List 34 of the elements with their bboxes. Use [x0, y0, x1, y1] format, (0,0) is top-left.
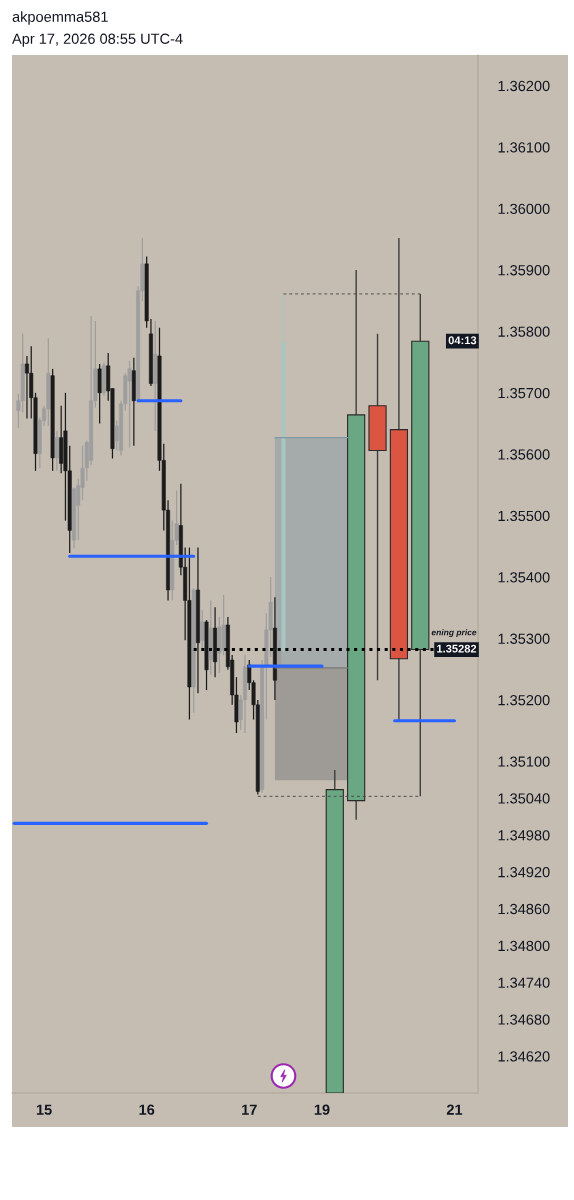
- candlestick: [97, 363, 102, 425]
- y-tick-label: 1.35800: [498, 326, 550, 337]
- y-tick-label: 1.34860: [498, 903, 550, 915]
- y-tick-label: 1.34620: [498, 1051, 550, 1062]
- candlestick: [127, 360, 132, 449]
- candlestick: [200, 609, 205, 651]
- x-tick-label: 15: [36, 1104, 52, 1115]
- y-tick-label: 1.36000: [498, 203, 550, 214]
- text: akpoemma581: [12, 11, 108, 25]
- y-tick-label: 1.35040: [498, 793, 550, 804]
- y-tick-label: 1.34800: [498, 940, 550, 952]
- annotation: 1.35282: [437, 644, 477, 653]
- x-tick-label: 16: [139, 1104, 155, 1115]
- candlestick: [54, 430, 59, 472]
- annotation: ening price: [431, 629, 477, 638]
- y-tick-label: 1.34740: [498, 977, 550, 988]
- y-tick-label: 1.34920: [498, 866, 550, 878]
- y-tick-label: 1.35500: [498, 510, 550, 522]
- y-tick-label: 1.35700: [498, 387, 550, 399]
- y-tick-label: 1.35400: [498, 572, 550, 583]
- y-tick-label: 1.34980: [498, 830, 550, 841]
- y-tick-label: 1.34680: [498, 1014, 550, 1025]
- x-tick-label: 19: [314, 1104, 330, 1115]
- x-tick-label: 21: [446, 1104, 463, 1115]
- y-tick-label: 1.35900: [498, 265, 550, 276]
- text: Apr 17, 2026 08:55 UTC-4: [12, 33, 183, 47]
- x-tick-label: 17: [242, 1104, 257, 1115]
- y-tick-label: 1.35100: [498, 756, 550, 767]
- y-tick-label: 1.36200: [498, 80, 550, 92]
- y-tick-label: 1.35200: [498, 695, 550, 706]
- annotation: 04:13: [448, 336, 477, 345]
- y-tick-label: 1.35600: [498, 449, 550, 460]
- y-tick-label: 1.36100: [498, 142, 550, 153]
- y-tick-label: 1.35300: [498, 633, 550, 644]
